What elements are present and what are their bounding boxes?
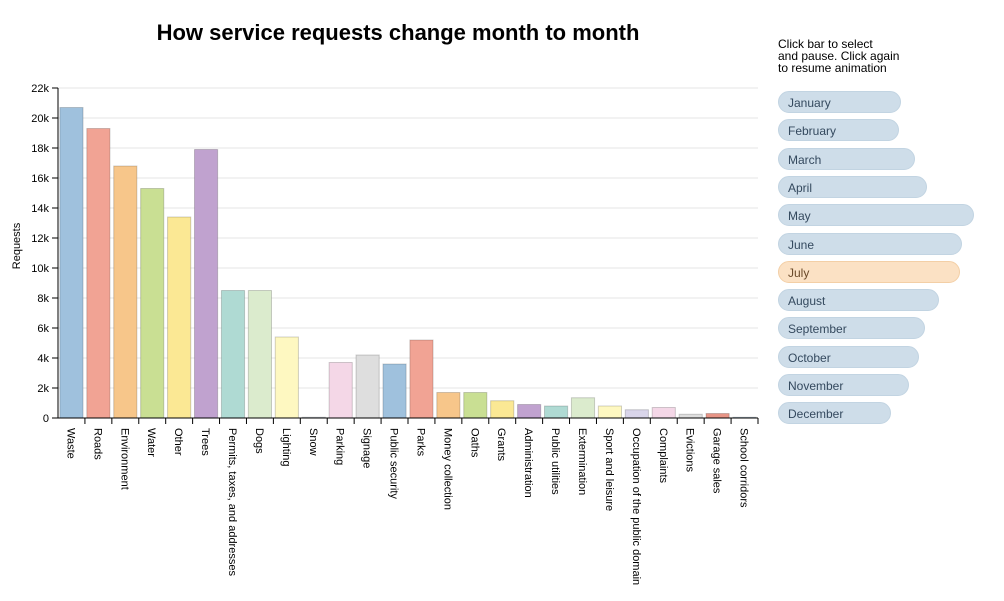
x-tick-label: Signage bbox=[361, 428, 373, 468]
x-tick-label: Other bbox=[172, 428, 184, 456]
x-tick-label: Waste bbox=[64, 428, 76, 459]
y-tick-label: 22k bbox=[31, 83, 49, 95]
month-march[interactable]: March bbox=[778, 147, 915, 170]
x-tick-label: Public utilities bbox=[549, 428, 561, 495]
y-axis-label: Requests bbox=[11, 222, 23, 269]
bar-occupation-of-the-public-domain[interactable] bbox=[624, 409, 649, 419]
y-tick-label: 2k bbox=[37, 383, 49, 395]
x-tick-label: Environment bbox=[118, 428, 130, 490]
x-tick-label: Extermination bbox=[576, 428, 588, 495]
month-june[interactable]: June bbox=[778, 232, 962, 255]
x-tick-label: Parking bbox=[334, 428, 346, 465]
bar-complaints[interactable] bbox=[651, 407, 676, 419]
month-july[interactable]: July bbox=[778, 260, 960, 283]
x-tick-label: Garage sales bbox=[711, 428, 723, 494]
y-tick-label: 8k bbox=[37, 293, 49, 305]
instructions-line: to resume animation bbox=[778, 61, 887, 75]
x-tick-label: Public security bbox=[388, 428, 400, 499]
month-may[interactable]: May bbox=[778, 204, 974, 227]
bar-permits-taxes-and-addresses[interactable] bbox=[220, 290, 246, 419]
x-tick-label: Water bbox=[145, 428, 157, 457]
bar-evictions[interactable] bbox=[678, 413, 703, 419]
bar-oaths[interactable] bbox=[463, 392, 488, 419]
bar-administration[interactable] bbox=[517, 404, 542, 419]
month-august[interactable]: August bbox=[778, 289, 939, 312]
x-tick-label: Parks bbox=[414, 428, 426, 457]
y-tick-label: 10k bbox=[31, 263, 49, 275]
bar-public-security[interactable] bbox=[382, 363, 407, 419]
x-tick-label: Roads bbox=[91, 428, 103, 460]
y-tick-label: 0 bbox=[43, 413, 49, 425]
x-tick-label: School corridors bbox=[738, 428, 750, 508]
bar-signage[interactable] bbox=[355, 354, 380, 419]
bar-money-collection[interactable] bbox=[436, 392, 461, 419]
instructions-line: and pause. Click again bbox=[778, 49, 900, 63]
month-december[interactable]: December bbox=[778, 402, 891, 425]
bar-environment[interactable] bbox=[113, 165, 138, 419]
bar-extermination[interactable] bbox=[570, 397, 596, 419]
bar-sport-and-leisure[interactable] bbox=[597, 405, 622, 419]
x-tick-label: Grants bbox=[495, 428, 507, 462]
x-tick-label: Money collection bbox=[441, 428, 453, 510]
bar-garage-sales[interactable] bbox=[705, 413, 730, 419]
month-february[interactable]: February bbox=[778, 119, 899, 142]
x-tick-label: Dogs bbox=[253, 428, 265, 454]
instructions-line: Click bar to select bbox=[778, 37, 873, 51]
bar-chart: 0 2k 4k 6k 8k 10k 12k 14k 16k 18k 20k 22k Waste Roads… bbox=[11, 83, 759, 585]
y-tick-label: 6k bbox=[37, 323, 49, 335]
y-tick-label: 18k bbox=[31, 143, 49, 155]
bars bbox=[59, 107, 757, 419]
bar-parking[interactable] bbox=[328, 362, 353, 419]
x-tick-label: Oaths bbox=[468, 428, 480, 458]
y-tick-label: 4k bbox=[37, 353, 49, 365]
bar-dogs[interactable] bbox=[247, 290, 273, 419]
x-tick-label: Complaints bbox=[657, 428, 669, 484]
bar-trees[interactable] bbox=[194, 149, 219, 419]
axis-labels: 0 2k 4k 6k 8k 10k 12k 14k 16k 18k 20k 22k Waste Roads… bbox=[11, 83, 750, 585]
bar-lighting[interactable] bbox=[274, 336, 299, 419]
x-tick-label: Evictions bbox=[684, 428, 696, 473]
x-tick-label: Occupation of the public domain bbox=[630, 428, 642, 585]
month-september[interactable]: September bbox=[778, 317, 925, 340]
bar-parks[interactable] bbox=[409, 339, 434, 419]
month-january[interactable]: January bbox=[778, 91, 901, 113]
x-tick-label: Snow bbox=[307, 428, 319, 456]
x-tick-label: Lighting bbox=[280, 428, 292, 467]
bar-water[interactable] bbox=[140, 188, 165, 419]
x-tick-label: Sport and leisure bbox=[603, 428, 615, 511]
y-tick-label: 12k bbox=[31, 233, 49, 245]
y-tick-label: 14k bbox=[31, 203, 49, 215]
month-november[interactable]: November bbox=[778, 374, 909, 396]
x-tick-label: Trees bbox=[199, 428, 211, 456]
month-october[interactable]: October bbox=[778, 345, 919, 368]
axes bbox=[52, 87, 759, 424]
bar-public-utilities[interactable] bbox=[544, 405, 569, 419]
chart-title: How service requests change month to mon… bbox=[156, 20, 640, 45]
bar-other[interactable] bbox=[167, 216, 192, 419]
y-tick-label: 16k bbox=[31, 173, 49, 185]
x-tick-label: Permits, taxes, and addresses bbox=[226, 428, 238, 576]
y-tick-label: 20k bbox=[31, 113, 49, 125]
instructions: Click bar to select and pause. Click aga… bbox=[778, 38, 928, 74]
bar-roads[interactable] bbox=[86, 128, 111, 419]
bar-grants[interactable] bbox=[490, 400, 515, 419]
bar-waste[interactable] bbox=[59, 107, 84, 419]
x-tick-label: Administration bbox=[522, 428, 534, 498]
month-april[interactable]: April bbox=[778, 175, 927, 198]
